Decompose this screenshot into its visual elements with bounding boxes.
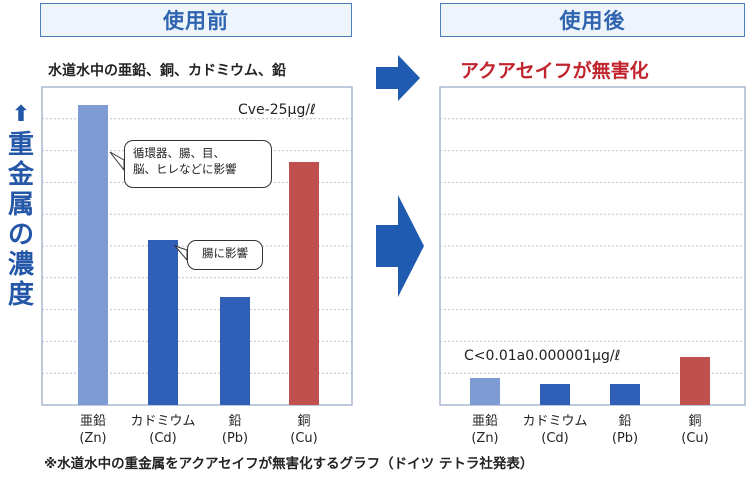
category-name: 亜鉛: [471, 414, 498, 429]
category-symbol: (Cu): [290, 431, 318, 446]
arrow-up-icon: ⬆: [11, 102, 31, 127]
category-label: 銅 (Cu): [655, 413, 735, 447]
arrow-right-large-icon: [376, 195, 424, 297]
category-label: 鉛 (Pb): [585, 413, 665, 447]
category-symbol: (Zn): [471, 431, 499, 446]
bar-pb: [220, 297, 250, 405]
bar-cd: [540, 384, 570, 405]
y-axis-label-char: 濃: [7, 250, 34, 280]
category-name: カドミウム: [522, 414, 588, 429]
callout-zn-line-1: 循環器、腸、目、: [133, 146, 225, 160]
y-axis-label: ⬆ 重金属の濃度: [6, 102, 36, 311]
category-label: カドミウム (Cd): [515, 413, 595, 447]
category-label: 鉛 (Pb): [195, 413, 275, 447]
annotation-after: C<0.01a0.000001µg/ℓ: [464, 348, 621, 364]
callout-cd: 腸に影響: [187, 240, 263, 270]
category-name: 銅: [297, 414, 311, 429]
bar-cu: [289, 162, 319, 405]
y-axis-label-char: の: [7, 220, 34, 250]
category-name: 鉛: [228, 414, 242, 429]
bar-zn: [78, 105, 108, 405]
y-axis-label-char: 度: [7, 280, 34, 310]
bar-pb: [610, 384, 640, 405]
y-axis-label-char: 属: [7, 190, 34, 220]
bar-cu: [680, 357, 710, 405]
category-symbol: (Cd): [149, 431, 177, 446]
footnote: ※水道水中の重金属をアクアセイフが無害化するグラフ（ドイツ テトラ社発表）: [44, 456, 534, 472]
header-before: 使用前: [40, 3, 352, 37]
category-name: 鉛: [618, 414, 632, 429]
annotation-before: Cve-25µg/ℓ: [238, 102, 316, 118]
bar-zn: [470, 378, 500, 405]
bar-cd: [148, 240, 178, 405]
category-symbol: (Pb): [611, 431, 639, 446]
subtitle-before: 水道水中の亜鉛、銅、カドミウム、鉛: [48, 63, 286, 79]
arrow-right-icon: [376, 55, 420, 101]
subtitle-after: アクアセイフが無害化: [460, 60, 649, 82]
category-symbol: (Pb): [221, 431, 249, 446]
callout-zn-line-2: 脳、ヒレなどに影響: [133, 162, 237, 176]
category-symbol: (Cu): [681, 431, 709, 446]
category-symbol: (Cd): [541, 431, 569, 446]
category-symbol: (Zn): [79, 431, 107, 446]
category-name: 亜鉛: [79, 414, 106, 429]
y-axis-label-char: 重: [7, 130, 34, 160]
category-name: カドミウム: [130, 414, 196, 429]
category-label: 銅 (Cu): [264, 413, 344, 447]
category-name: 銅: [688, 414, 702, 429]
y-axis-label-char: 金: [7, 160, 34, 190]
category-label: 亜鉛 (Zn): [445, 413, 525, 447]
header-after: 使用後: [440, 3, 745, 37]
category-label: カドミウム (Cd): [123, 413, 203, 447]
callout-pointer: [109, 151, 125, 172]
category-label: 亜鉛 (Zn): [53, 413, 133, 447]
callout-zn: 循環器、腸、目、 脳、ヒレなどに影響: [124, 140, 272, 188]
